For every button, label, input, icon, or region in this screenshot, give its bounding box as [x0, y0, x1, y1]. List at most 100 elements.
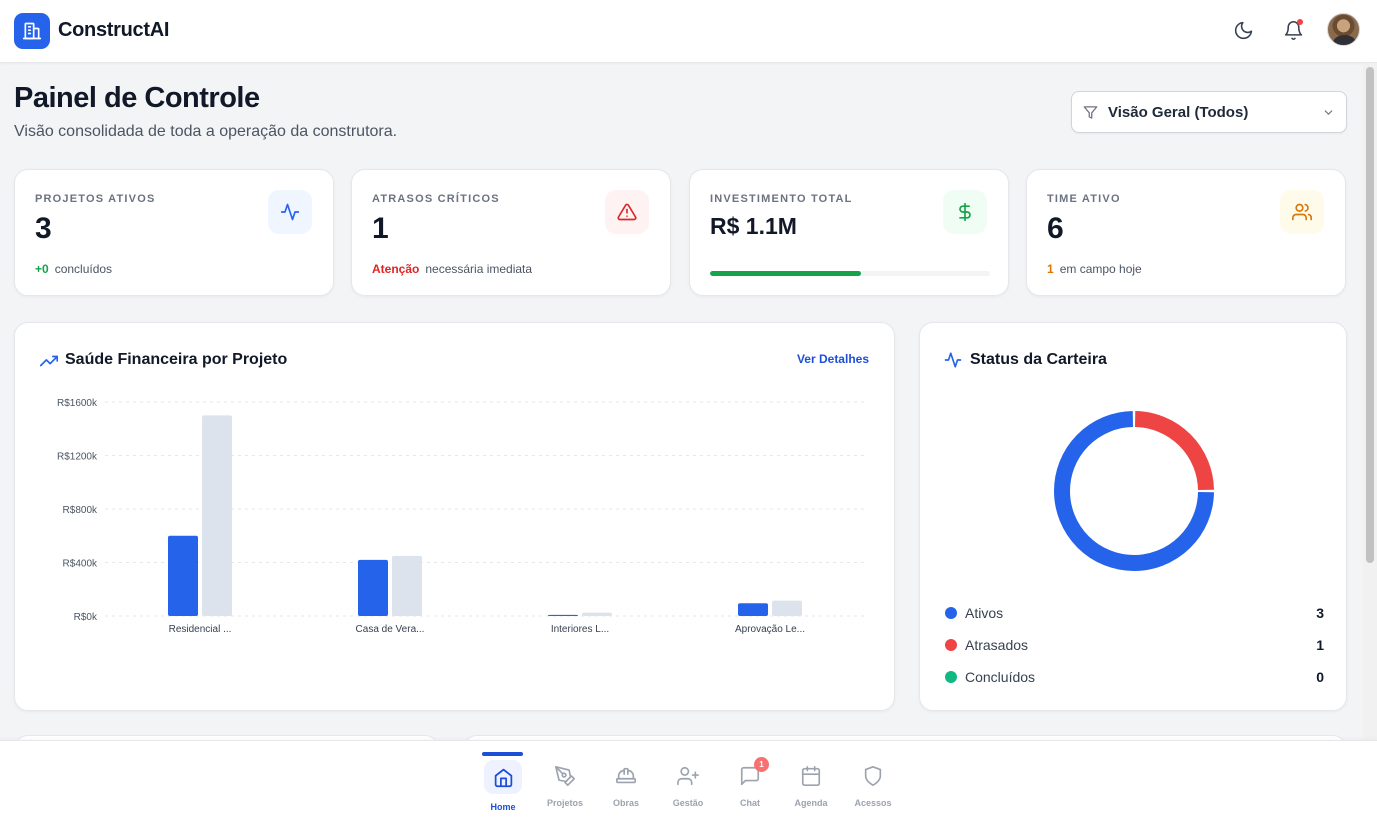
- bar-chart: R$0k R$400k R$800k R$1200k R$1600k Residencia…: [57, 398, 865, 635]
- legend-name: Concluídos: [965, 669, 1036, 685]
- donut-slice-atrasados[interactable]: [1134, 411, 1214, 491]
- bar[interactable]: [738, 603, 768, 616]
- nav-item-home[interactable]: Home: [472, 741, 534, 818]
- legend-value: 1: [1316, 637, 1324, 653]
- kpi-footer-text: em campo hoje: [1059, 262, 1142, 276]
- nav-label: Agenda: [794, 798, 828, 808]
- kpi-footer: Atenção necessária imediata: [372, 262, 532, 276]
- legend-dot: [945, 607, 957, 619]
- hard-hat-icon: [616, 767, 636, 784]
- legend-dot: [945, 639, 957, 651]
- bar[interactable]: [358, 559, 388, 616]
- nav-icon-wrap: [611, 761, 641, 791]
- portfolio-status-card: Status da Carteira Ativos 3 Atrasados 1 …: [919, 322, 1347, 711]
- bottom-navigation: Home Projetos Obras Gestão Chat Agenda: [0, 740, 1377, 818]
- status-donut-chart: [1054, 411, 1214, 571]
- nav-label: Projetos: [546, 798, 583, 808]
- investment-progress-bar: [710, 271, 990, 276]
- user-plus-icon: [677, 766, 699, 786]
- logo[interactable]: [14, 13, 50, 49]
- trending-up-icon: [40, 355, 58, 367]
- filter-icon: [1083, 106, 1098, 119]
- kpi-label: PROJETOS ATIVOS: [35, 193, 156, 205]
- x-tick-label: Casa de Vera...: [356, 624, 425, 635]
- chat-unread-badge: 1: [754, 757, 769, 772]
- x-tick-label: Interiores L...: [551, 624, 609, 635]
- legend-item-concluidos: Concluídos 0: [944, 667, 1324, 687]
- kpi-icon-box: [605, 190, 649, 234]
- dollar-icon: [959, 202, 971, 222]
- bar[interactable]: [392, 555, 422, 616]
- kpi-label: INVESTIMENTO TOTAL: [710, 193, 853, 205]
- bar[interactable]: [548, 614, 578, 616]
- y-tick-label: R$400k: [63, 559, 98, 570]
- investment-progress-fill: [710, 271, 862, 276]
- bar[interactable]: [202, 415, 232, 616]
- nav-icon-wrap: [484, 760, 522, 794]
- moon-icon: [1234, 21, 1252, 39]
- kpi-value: R$ 1.1M: [710, 213, 797, 239]
- nav-item-acessos[interactable]: Acessos: [842, 741, 904, 818]
- kpi-card-time-ativo[interactable]: TIME ATIVO 6 1 em campo hoje: [1026, 169, 1346, 296]
- kpi-footer-accent: Atenção: [372, 262, 420, 276]
- card-title: Status da Carteira: [970, 351, 1107, 368]
- x-tick-label: Residencial ...: [169, 624, 232, 635]
- kpi-card-investimento-total[interactable]: INVESTIMENTO TOTAL R$ 1.1M: [689, 169, 1009, 296]
- activity-icon: [280, 203, 300, 221]
- kpi-footer: 1 em campo hoje: [1047, 262, 1142, 276]
- kpi-footer-text: concluídos: [54, 262, 113, 276]
- nav-item-chat[interactable]: Chat: [719, 741, 781, 818]
- nav-item-agenda[interactable]: Agenda: [780, 741, 842, 818]
- shield-icon: [864, 766, 882, 786]
- legend-item-atrasados: Atrasados 1: [944, 635, 1324, 655]
- theme-toggle-button[interactable]: [1230, 17, 1256, 43]
- nav-label: Home: [490, 802, 516, 812]
- nav-item-gestao[interactable]: Gestão: [657, 741, 719, 818]
- kpi-card-projetos-ativos[interactable]: PROJETOS ATIVOS 3 +0 concluídos: [14, 169, 334, 296]
- home-icon: [494, 768, 512, 787]
- avatar[interactable]: [1327, 13, 1360, 46]
- activity-icon: [944, 352, 962, 368]
- kpi-label: TIME ATIVO: [1047, 193, 1121, 205]
- kpi-footer-accent: 1: [1047, 262, 1054, 276]
- nav-label: Obras: [612, 798, 639, 808]
- kpi-value: 3: [35, 212, 52, 245]
- nav-label: Acessos: [854, 798, 892, 808]
- donut-slice-ativos[interactable]: [1054, 411, 1214, 571]
- nav-icon-wrap: [673, 761, 703, 791]
- view-filter-select[interactable]: Visão Geral (Todos): [1071, 91, 1347, 133]
- filter-selected-value: Visão Geral (Todos): [1108, 104, 1249, 121]
- legend-name: Ativos: [965, 605, 1004, 621]
- brand-name: ConstructAI: [58, 19, 170, 41]
- legend-name: Atrasados: [965, 637, 1029, 653]
- alert-triangle-icon: [617, 203, 637, 221]
- kpi-icon-box: [1280, 190, 1324, 234]
- users-icon: [1292, 203, 1312, 221]
- notifications-button[interactable]: [1280, 17, 1306, 43]
- legend-value: 3: [1316, 605, 1324, 621]
- nav-label: Chat: [740, 798, 760, 808]
- nav-item-obras[interactable]: Obras: [595, 741, 657, 818]
- kpi-card-atrasos-criticos[interactable]: ATRASOS CRÍTICOS 1 Atenção necessária ime…: [351, 169, 671, 296]
- top-bar: ConstructAI: [0, 0, 1377, 63]
- nav-label: Gestão: [672, 798, 704, 808]
- bar[interactable]: [168, 535, 198, 616]
- kpi-footer-text: necessária imediata: [425, 262, 533, 276]
- bar[interactable]: [772, 600, 802, 616]
- bar[interactable]: [582, 612, 612, 616]
- page-title: Painel de Controle: [14, 82, 260, 114]
- kpi-icon-box: [268, 190, 312, 234]
- kpi-footer: +0 concluídos: [35, 262, 112, 276]
- legend-item-ativos: Ativos 3: [944, 603, 1324, 623]
- scrollbar-thumb[interactable]: [1366, 67, 1374, 563]
- see-details-link[interactable]: Ver Detalhes: [796, 352, 869, 366]
- y-tick-label: R$1600k: [57, 398, 98, 409]
- scrollbar[interactable]: [1363, 63, 1377, 740]
- nav-active-indicator: [482, 752, 523, 756]
- chevron-down-icon: [1324, 110, 1333, 115]
- kpi-footer-accent: +0: [35, 262, 49, 276]
- nav-icon-wrap: [858, 761, 888, 791]
- pen-tool-icon: [555, 766, 575, 786]
- nav-item-projetos[interactable]: Projetos: [534, 741, 596, 818]
- notification-dot: [1297, 19, 1303, 25]
